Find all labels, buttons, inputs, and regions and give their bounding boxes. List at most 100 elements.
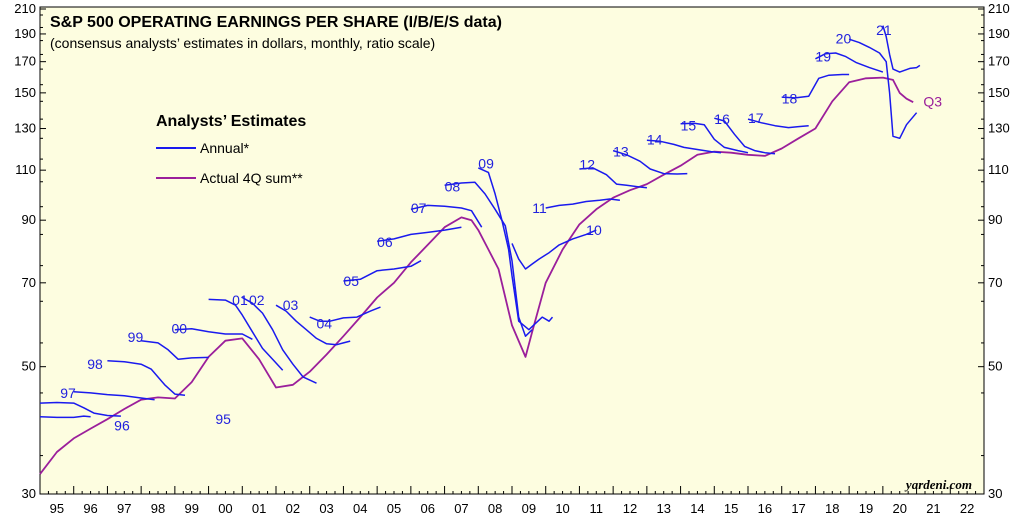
annual-estimate-label-99: 99 (128, 329, 144, 345)
x-tick-label: 21 (926, 501, 940, 516)
y-tick-label-right: 110 (988, 162, 1009, 177)
annual-estimate-label-17: 17 (748, 110, 764, 126)
annual-estimate-line-01 (208, 298, 284, 371)
actual-series-label: Q3 (923, 93, 942, 109)
x-tick-label: 02 (286, 501, 300, 516)
chart-subtitle: (consensus analysts’ estimates in dollar… (50, 35, 435, 51)
annual-estimate-line-96 (39, 401, 121, 417)
x-tick-label: 04 (353, 501, 367, 516)
annual-estimate-label-19: 19 (815, 49, 831, 65)
annual-estimate-label-16: 16 (714, 111, 730, 127)
x-tick-label: 08 (488, 501, 502, 516)
y-tick-label-left: 170 (14, 54, 36, 69)
annual-estimate-line-98 (107, 360, 186, 396)
annual-estimate-label-96: 96 (114, 417, 130, 433)
annual-estimate-line-09 (477, 167, 554, 331)
y-tick-label-right: 50 (988, 359, 1002, 374)
x-tick-label: 22 (960, 501, 974, 516)
annual-estimate-line-21 (882, 25, 921, 73)
annual-estimate-label-07: 07 (411, 200, 427, 216)
annual-estimate-line-10 (511, 229, 597, 270)
annual-estimate-line-14 (646, 139, 722, 154)
y-tick-label-left: 30 (22, 486, 36, 501)
x-tick-label: 11 (590, 501, 604, 516)
annual-estimate-label-13: 13 (613, 144, 629, 160)
x-tick-label: 15 (724, 501, 738, 516)
annual-estimate-line-03 (275, 304, 351, 346)
annual-estimate-label-97: 97 (60, 385, 76, 401)
x-tick-label: 07 (454, 501, 468, 516)
annual-estimate-line-07 (410, 204, 483, 228)
annual-estimate-line-04 (309, 306, 381, 322)
y-tick-label-right: 70 (988, 275, 1002, 290)
legend: Analysts’ Estimates Annual* Actual 4Q su… (156, 113, 306, 186)
annual-estimate-label-95: 95 (215, 411, 231, 427)
annual-estimate-label-03: 03 (283, 297, 299, 313)
annual-estimate-label-15: 15 (681, 118, 697, 134)
x-tick-label: 20 (892, 501, 906, 516)
x-tick-label: 00 (218, 501, 232, 516)
annual-estimate-line-20 (848, 38, 918, 140)
annual-estimate-line-15 (680, 122, 749, 154)
annual-estimate-label-09: 09 (478, 155, 494, 171)
x-tick-label: 01 (252, 501, 266, 516)
y-tick-label-right: 190 (988, 26, 1010, 41)
x-tick-label: 12 (623, 501, 637, 516)
annual-estimate-line-05 (343, 260, 422, 282)
plot-background (39, 6, 985, 495)
legend-label-actual: Actual 4Q sum** (200, 170, 303, 186)
annual-estimate-line-13 (612, 149, 688, 175)
y-tick-label-right: 210 (988, 1, 1010, 16)
x-tick-label: 96 (83, 501, 97, 516)
legend-label-annual: Annual* (200, 140, 250, 156)
y-tick-label-left: 90 (22, 212, 36, 227)
annual-estimate-label-01: 01 (232, 292, 248, 308)
y-tick-label-left: 210 (14, 1, 36, 16)
x-tick-label: 99 (184, 501, 198, 516)
annual-estimate-line-99 (141, 339, 209, 361)
annual-estimate-line-18 (781, 73, 850, 99)
y-tick-label-left: 150 (14, 85, 36, 100)
y-tick-label-right: 130 (988, 121, 1010, 136)
annual-estimate-line-00 (174, 328, 253, 340)
x-tick-label: 97 (117, 501, 131, 516)
annual-estimate-label-08: 08 (445, 179, 461, 195)
annual-estimate-label-21: 21 (876, 22, 892, 38)
annual-estimate-label-11: 11 (532, 200, 547, 216)
annual-estimate-line-11 (545, 198, 620, 209)
credit-label: yardeni.com (904, 477, 972, 492)
annual-estimate-line-19 (815, 52, 884, 73)
annual-estimate-line-08 (444, 181, 533, 337)
annual-estimate-line-95 (39, 415, 91, 419)
x-tick-label: 16 (758, 501, 772, 516)
y-tick-label-right: 30 (988, 486, 1002, 501)
legend-title: Analysts’ Estimates (156, 113, 306, 130)
annual-estimate-label-02: 02 (249, 292, 265, 308)
y-tick-label-left: 70 (22, 275, 36, 290)
y-tick-label-right: 90 (988, 212, 1002, 227)
annual-estimate-line-06 (376, 226, 462, 243)
y-tick-label-left: 50 (22, 359, 36, 374)
annual-estimate-label-06: 06 (377, 234, 393, 250)
annual-estimate-label-14: 14 (647, 131, 663, 147)
y-tick-label-left: 130 (14, 121, 36, 136)
x-tick-label: 06 (420, 501, 434, 516)
actual-4q-sum-line (39, 76, 914, 475)
annual-estimate-line-97 (73, 391, 155, 401)
x-tick-label: 14 (690, 501, 704, 516)
chart-title: S&P 500 OPERATING EARNINGS PER SHARE (I/… (50, 14, 502, 31)
y-tick-label-right: 170 (988, 54, 1010, 69)
annual-estimate-label-98: 98 (87, 356, 103, 372)
y-tick-label-left: 110 (15, 162, 36, 177)
annual-estimate-label-20: 20 (836, 31, 852, 47)
x-tick-label: 09 (522, 501, 536, 516)
x-tick-label: 95 (50, 501, 64, 516)
annual-estimate-label-05: 05 (343, 273, 359, 289)
x-tick-label: 13 (656, 501, 670, 516)
x-tick-label: 10 (555, 501, 569, 516)
x-tick-label: 18 (825, 501, 839, 516)
annual-estimate-line-17 (747, 118, 809, 129)
x-tick-label: 05 (387, 501, 401, 516)
annual-estimate-line-12 (579, 167, 647, 189)
